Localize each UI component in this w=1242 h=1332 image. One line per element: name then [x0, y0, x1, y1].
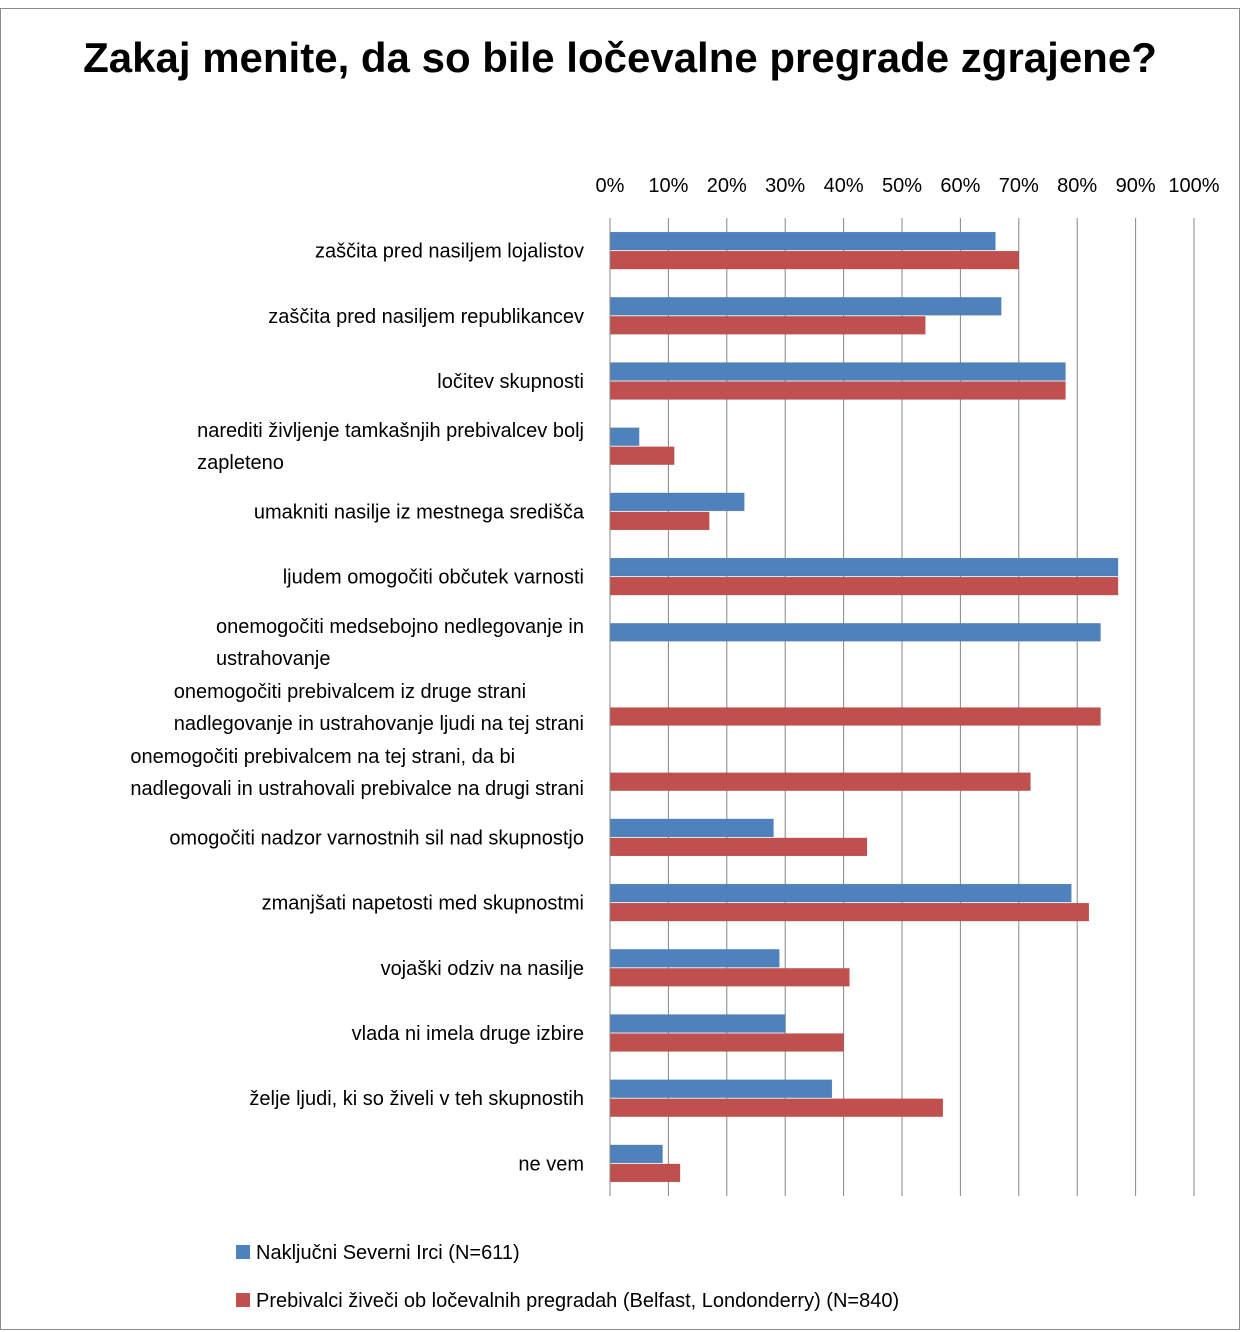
bar-naključni [609, 623, 1101, 642]
bar-naključni [609, 362, 1066, 381]
category-label: vlada ni imela druge izbire [352, 1023, 584, 1045]
bar-prebivalci [609, 446, 675, 465]
bar-prebivalci [609, 316, 926, 335]
bar-naključni [609, 1014, 786, 1033]
bar-prebivalci [609, 1098, 944, 1117]
category-label: onemogočiti prebivalcem na tej strani, d… [130, 746, 515, 768]
bar-prebivalci [609, 968, 850, 987]
chart-title: Zakaj menite, da so bile ločevalne pregr… [83, 34, 1157, 81]
category-label: želje ljudi, ki so živeli v teh skupnost… [249, 1088, 584, 1110]
bar-prebivalci [609, 772, 1031, 791]
bar-naključni [609, 297, 1002, 316]
x-tick-label: 90% [1116, 175, 1156, 197]
legend-label: Naključni Severni Irci (N=611) [256, 1242, 520, 1264]
bar-naključni [609, 818, 774, 838]
x-tick-label: 20% [707, 175, 747, 197]
category-label: zaščita pred nasiljem lojalistov [315, 241, 584, 263]
category-label: nadlegovanje in ustrahovanje ljudi na te… [174, 713, 584, 735]
x-tick-label: 60% [940, 175, 980, 197]
bar-naključni [609, 1144, 663, 1164]
category-label: ustrahovanje [216, 648, 331, 670]
category-label: umakniti nasilje iz mestnega središča [254, 501, 585, 523]
category-label: vojaški odziv na nasilje [381, 958, 584, 980]
bar-prebivalci [609, 707, 1101, 726]
gridlines [609, 218, 1195, 1196]
category-label: omogočiti nadzor varnostnih sil nad skup… [169, 827, 584, 849]
bar-naključni [609, 1079, 833, 1098]
x-tick-label: 70% [999, 175, 1039, 197]
x-tick-label: 100% [1168, 175, 1219, 197]
bars [609, 231, 1119, 1183]
bar-naključni [609, 427, 640, 446]
category-label: ljudem omogočiti občutek varnosti [283, 567, 584, 589]
bar-prebivalci [609, 250, 1020, 270]
x-tick-label: 10% [648, 175, 688, 197]
x-tick-label: 80% [1057, 175, 1097, 197]
x-tick-label: 40% [824, 175, 864, 197]
x-axis-tick-labels: 0% 10% 20% 30% 40% 50% 60% 70% 80% 90% 100% [596, 175, 1220, 197]
bar-prebivalci [609, 837, 868, 857]
category-label: zapleteno [197, 452, 284, 474]
bar-prebivalci [609, 511, 710, 531]
bar-naključni [609, 231, 996, 251]
bar-naključni [609, 949, 780, 968]
x-tick-label: 30% [765, 175, 805, 197]
category-labels: zaščita pred nasiljem lojalistov zaščita … [130, 241, 584, 1176]
category-label: nadlegovali in ustrahovali prebivalce na… [130, 778, 584, 800]
category-label: zmanjšati napetosti med skupnostmi [262, 893, 584, 915]
bar-naključni [609, 492, 745, 512]
category-label: onemogočiti medsebojno nedlegovanje in [216, 616, 584, 638]
legend-swatch [236, 1245, 250, 1259]
category-label: ne vem [518, 1153, 584, 1175]
bar-prebivalci [609, 576, 1119, 596]
legend: Naključni Severni Irci (N=611) Prebivalci… [236, 1242, 899, 1312]
legend-label: Prebivalci živeči ob ločevalnih pregrada… [256, 1290, 899, 1312]
bar-prebivalci [609, 381, 1066, 400]
bar-naključni [609, 883, 1072, 903]
bar-naključni [609, 557, 1119, 577]
category-label: onemogočiti prebivalcem iz druge strani [174, 681, 526, 703]
category-label: ločitev skupnosti [437, 371, 584, 393]
bar-prebivalci [609, 1163, 681, 1183]
bar-prebivalci [609, 1033, 844, 1052]
x-tick-label: 50% [882, 175, 922, 197]
category-label: narediti življenje tamkašnjih prebivalce… [197, 420, 584, 442]
category-label: zaščita pred nasiljem republikancev [268, 306, 584, 328]
bar-prebivalci [609, 902, 1090, 922]
legend-swatch [236, 1293, 250, 1307]
x-tick-label: 0% [596, 175, 625, 197]
